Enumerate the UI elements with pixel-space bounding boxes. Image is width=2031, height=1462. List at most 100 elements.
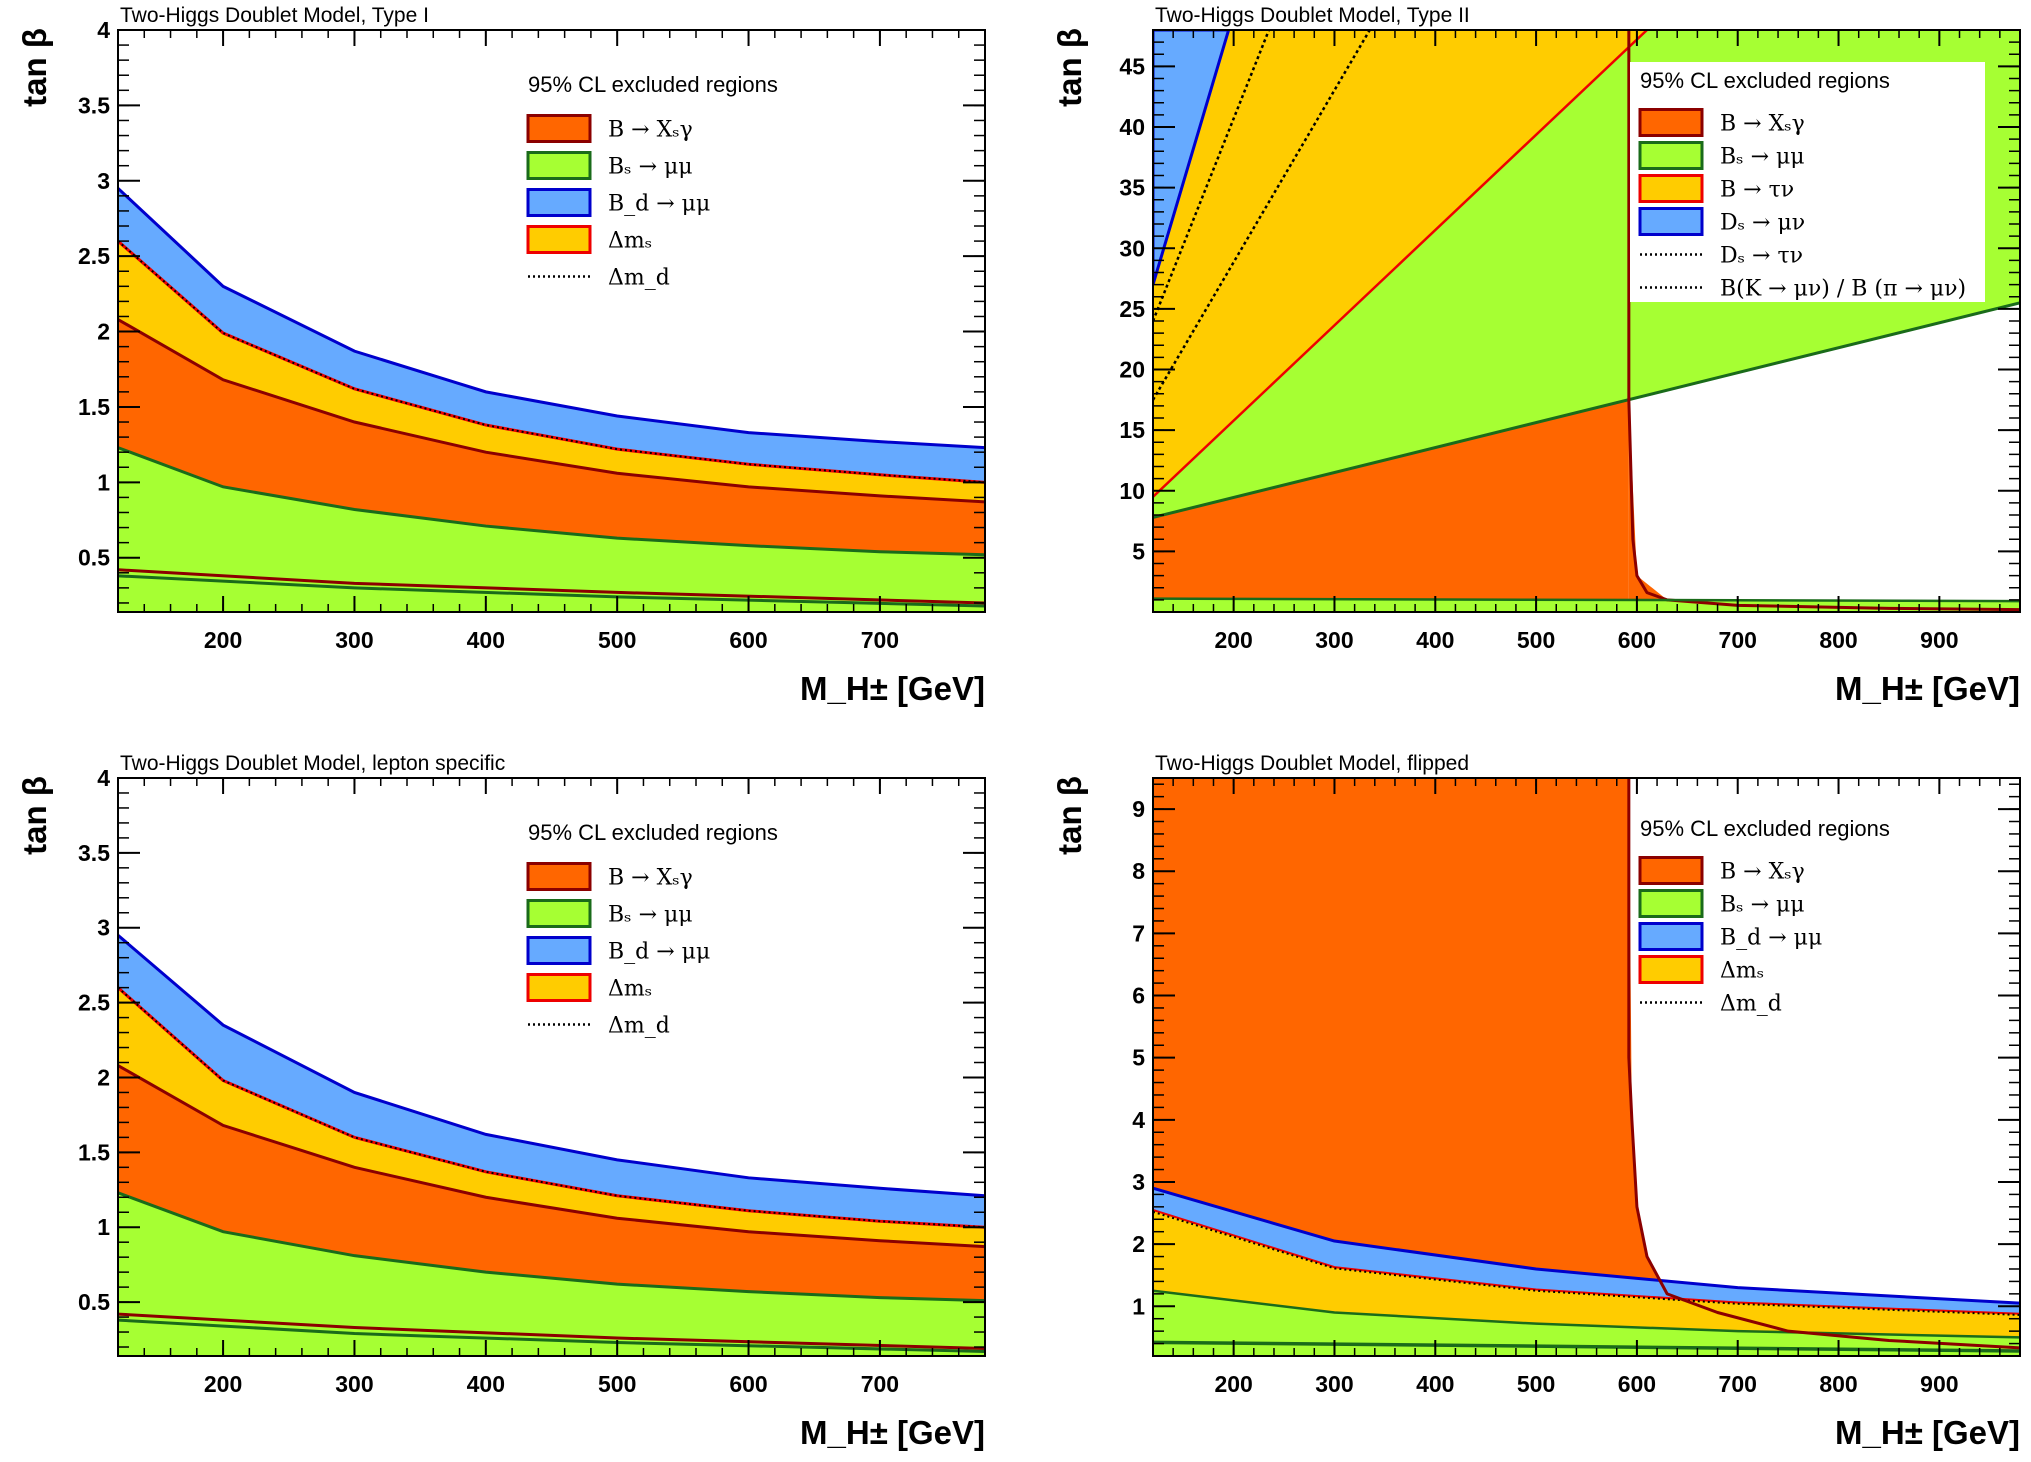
band-b-d: [118, 935, 985, 1228]
x-tick-label: 900: [1920, 627, 1958, 653]
y-axis-label: tan β: [16, 776, 53, 855]
legend-title: 95% CL excluded regions: [1640, 816, 1890, 841]
y-tick-label: 1: [97, 1214, 110, 1240]
band-b: [118, 1192, 985, 1356]
x-tick-label: 700: [1719, 627, 1757, 653]
y-tick-label: 6: [1132, 983, 1145, 1009]
legend-label-b-d: B_d → μμ: [1720, 926, 1822, 951]
x-tick-label: 500: [1517, 627, 1555, 653]
region-d: [1153, 30, 1231, 286]
y-tick-label: 3.5: [78, 92, 110, 118]
legend-label-b: Bₛ → μμ: [1720, 145, 1805, 170]
y-tick-label: 9: [1132, 796, 1145, 822]
x-tick-label: 700: [1719, 1371, 1757, 1397]
legend-swatch-m: [526, 973, 592, 1002]
chart-title: Two-Higgs Doublet Model, flipped: [1155, 752, 1469, 775]
line-b-low-edge: [1153, 1340, 2020, 1353]
y-tick-label: 2: [1132, 1231, 1145, 1257]
plot-frame: [117, 777, 986, 1357]
y-tick-label: 10: [1119, 478, 1145, 504]
y-tick-label: 2.5: [78, 990, 110, 1016]
region-b: [1153, 1290, 2020, 1356]
plot-frame: [117, 29, 986, 613]
y-tick-label: 5: [1132, 538, 1145, 564]
chart-title: Two-Higgs Doublet Model, Type II: [1155, 4, 1470, 27]
band-edge-b-x: [118, 1064, 985, 1249]
legend-label-b-x: B → Xₛγ: [1720, 112, 1805, 137]
legend-label-b: Bₛ → μμ: [608, 903, 693, 928]
x-tick-label: 300: [335, 1371, 373, 1397]
region-b-low: [1153, 598, 2020, 612]
y-tick-label: 30: [1119, 235, 1145, 261]
x-tick-label: 600: [1618, 627, 1656, 653]
legend-label-m: Δmₛ: [608, 977, 652, 1002]
x-tick-label: 800: [1819, 627, 1857, 653]
y-tick-label: 2: [97, 1064, 110, 1090]
line-b-x-low: [118, 1312, 985, 1351]
x-tick-label: 600: [1618, 1371, 1656, 1397]
legend-label-b-k-b: B(K → μν) / B (π → μν): [1720, 277, 1966, 302]
line-b-d-edge: [1153, 1186, 2020, 1305]
legend-swatch-b-d: [526, 936, 592, 965]
legend-swatch-b: [1638, 889, 1704, 918]
y-axis-label: tan β: [1051, 776, 1088, 855]
legend-label-b: Bₛ → μμ: [1720, 893, 1805, 918]
legend-swatch-b: [526, 899, 592, 928]
chart-flipped: 200 300 400 500 600 700 800 900 1 2 3 4 5 6 7 8 9 Two-Hig…: [1051, 752, 2021, 1451]
legend-swatch-b: [526, 151, 592, 180]
region-b-d: [1153, 1188, 2020, 1314]
x-tick-label: 300: [335, 627, 373, 653]
x-tick-label: 200: [1214, 1371, 1252, 1397]
y-tick-label: 1.5: [78, 1139, 110, 1165]
legend-label-b-d: B_d → μμ: [608, 192, 710, 217]
line-b-edge: [1153, 30, 1648, 498]
line-b-x-low: [118, 568, 985, 605]
line-d: [1153, 30, 1271, 322]
band-b-x: [118, 1065, 985, 1301]
band-b-x: [118, 319, 985, 555]
y-tick-label: 3.5: [78, 840, 110, 866]
y-tick-label: 4: [97, 17, 110, 43]
legend-swatch-b-x: [526, 862, 592, 891]
y-tick-label: 3: [97, 168, 110, 194]
band-m: [118, 987, 985, 1247]
band-edge-b-d: [118, 934, 985, 1198]
legend-swatch-b-d: [526, 188, 592, 217]
region-b-x: [1153, 778, 2020, 1356]
legend-swatch-b-d: [1638, 922, 1704, 951]
legend-label-b: B → τν: [1720, 178, 1794, 203]
legend-label-b-d: B_d → μμ: [608, 940, 710, 965]
x-tick-label: 300: [1315, 1371, 1353, 1397]
legend-swatch-b-x: [1638, 856, 1704, 885]
x-axis-label: M_H± [GeV]: [800, 670, 985, 707]
y-tick-label: 7: [1132, 920, 1145, 946]
line-m-d: [1153, 1210, 2020, 1316]
x-tick-label: 600: [729, 627, 767, 653]
legend-swatch-m: [1638, 955, 1704, 984]
chart-title: Two-Higgs Doublet Model, Type I: [120, 4, 429, 27]
legend: 95% CL excluded regions B → Xₛγ Bₛ → μμ B →…: [1630, 62, 1985, 302]
legend: 95% CL excluded regions B → Xₛγ Bₛ → μμ B_d…: [526, 820, 778, 1039]
x-axis-label: M_H± [GeV]: [1835, 1414, 2020, 1451]
y-tick-label: 2.5: [78, 243, 110, 269]
band-m: [118, 241, 985, 502]
legend-label-m-d: Δm_d: [608, 266, 670, 291]
y-tick-label: 1: [97, 469, 110, 495]
y-tick-label: 5: [1132, 1045, 1145, 1071]
y-tick-label: 1: [1132, 1293, 1145, 1319]
line-b-low: [118, 1318, 985, 1354]
line-m-d: [118, 240, 985, 484]
legend-swatch-b-x: [1638, 108, 1704, 137]
x-tick-label: 400: [1416, 1371, 1454, 1397]
y-axis-label: tan β: [1051, 28, 1088, 107]
x-tick-label: 500: [1517, 1371, 1555, 1397]
y-tick-label: 2: [97, 319, 110, 345]
x-tick-label: 800: [1819, 1371, 1857, 1397]
x-tick-label: 200: [1214, 627, 1252, 653]
legend: 95% CL excluded regions B → Xₛγ Bₛ → μμ B_d…: [1638, 816, 1890, 1017]
x-tick-label: 400: [467, 627, 505, 653]
x-tick-label: 900: [1920, 1371, 1958, 1397]
x-tick-label: 200: [204, 1371, 242, 1397]
legend-label-m: Δmₛ: [1720, 959, 1764, 984]
